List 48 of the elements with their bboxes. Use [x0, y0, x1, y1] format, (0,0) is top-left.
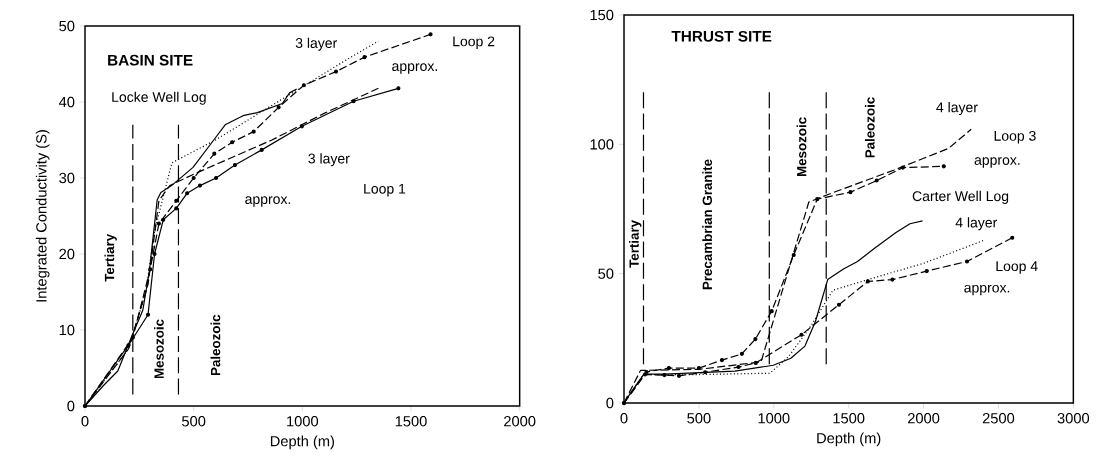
- annotation: Mesozoic: [154, 319, 164, 379]
- annotation: Loop 2: [453, 36, 495, 50]
- y-tick-label: 0: [606, 397, 614, 409]
- annotation: 3 layer: [295, 37, 338, 51]
- annotation: Loop 3: [994, 130, 1036, 144]
- annotation: Precambrian Granite: [702, 159, 713, 290]
- annotation: 4 layer: [936, 101, 978, 116]
- annotation: Loop 1: [364, 183, 406, 197]
- y-tick-label: 40: [58, 96, 75, 108]
- x-tick-label: 0: [620, 413, 628, 424]
- annotation: Paleozoic: [864, 97, 875, 158]
- x-tick-label: 2500: [982, 413, 1015, 424]
- x-tick-label: 500: [182, 416, 206, 427]
- x-axis-title: Depth (m): [270, 435, 335, 450]
- y-tick-label: 100: [590, 139, 614, 150]
- y-tick-label: 150: [590, 9, 614, 21]
- annotation: Locke Well Log: [112, 91, 206, 105]
- x-tick-label: 1000: [287, 416, 319, 427]
- annotation: Tertiary: [629, 220, 642, 268]
- annotation: 3 layer: [308, 153, 350, 167]
- annotation: approx.: [392, 63, 437, 74]
- x-tick-label: 2000: [504, 416, 536, 427]
- y-tick-label: 50: [59, 20, 75, 32]
- y-tick-label: 0: [67, 400, 75, 412]
- x-tick-label: 2000: [907, 413, 940, 424]
- x-tick-label: 3000: [1057, 413, 1090, 424]
- y-tick-label: 10: [59, 324, 75, 336]
- text: BASIN SITE: [108, 54, 193, 66]
- annotation: approx.: [974, 157, 1020, 168]
- annotation: approx.: [245, 196, 291, 207]
- annotation: Tertiary: [104, 233, 117, 282]
- y-tick-label: 30: [59, 172, 75, 184]
- y-axis-title: Integrated Conductivity (S): [35, 130, 50, 302]
- y-tick-label: 50: [598, 268, 614, 279]
- x-tick-label: 1000: [758, 413, 790, 424]
- x-tick-label: 1500: [833, 413, 865, 424]
- x-axis-title: Depth (m): [817, 432, 881, 447]
- annotation: 4 layer: [955, 217, 998, 231]
- annotation: Loop 4: [996, 261, 1038, 274]
- annotation: Paleozoic: [210, 314, 221, 376]
- annotation: Mesozoic: [796, 117, 807, 177]
- y-tick-label: 20: [59, 248, 75, 260]
- text: THRUST SITE: [671, 30, 772, 42]
- x-tick-label: 500: [687, 413, 711, 424]
- x-tick-label: 0: [81, 416, 89, 427]
- x-tick-label: 1500: [395, 416, 427, 427]
- annotation: Carter Well Log: [912, 190, 1009, 204]
- annotation: approx.: [964, 284, 1010, 296]
